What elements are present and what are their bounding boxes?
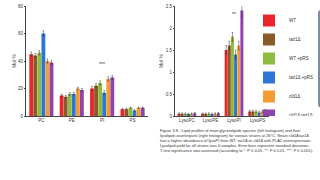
svg-text:taz1Δ: taz1Δ bbox=[289, 37, 301, 42]
svg-text:40: 40 bbox=[18, 59, 24, 64]
svg-text:LysoPE: LysoPE bbox=[203, 118, 218, 123]
svg-text:2.5: 2.5 bbox=[166, 4, 173, 9]
svg-text:Mol %: Mol % bbox=[11, 54, 17, 68]
svg-text:taz1Δ +pRS: taz1Δ +pRS bbox=[289, 75, 313, 80]
svg-text:0.5: 0.5 bbox=[166, 92, 173, 97]
svg-text:LysoPI: LysoPI bbox=[227, 118, 241, 123]
svg-text:LysoPC: LysoPC bbox=[179, 118, 195, 123]
svg-text:PI: PI bbox=[100, 118, 104, 123]
svg-text:PS: PS bbox=[130, 118, 136, 123]
svg-text:60: 60 bbox=[18, 31, 24, 36]
svg-text:0: 0 bbox=[169, 114, 172, 119]
svg-text:WT: WT bbox=[289, 18, 296, 23]
svg-text:Mol %: Mol % bbox=[158, 54, 164, 68]
html-text:Figure 3.8 - Lipid profiles of: Figure 3.8 - Lipid profiles of main glyc… bbox=[160, 128, 312, 148]
svg-text:WT +pRS: WT +pRS bbox=[289, 56, 309, 61]
svg-text:cld1Δ: cld1Δ bbox=[289, 94, 300, 99]
svg-text:1: 1 bbox=[169, 70, 172, 75]
svg-text:**: ** bbox=[232, 11, 236, 17]
svg-text:PE: PE bbox=[69, 118, 75, 123]
svg-text:LysoPS: LysoPS bbox=[250, 118, 265, 123]
svg-text:20: 20 bbox=[18, 86, 24, 91]
svg-text:1.5: 1.5 bbox=[166, 48, 173, 53]
svg-text:***: *** bbox=[99, 61, 105, 67]
svg-text:2: 2 bbox=[169, 26, 172, 31]
html-text:T-test significance was assess: T-test significance was assessed (accord… bbox=[160, 148, 314, 153]
svg-text:cld1Δ taz1Δ: cld1Δ taz1Δ bbox=[289, 113, 313, 116]
svg-text:PC: PC bbox=[38, 118, 45, 123]
svg-text:80: 80 bbox=[18, 4, 24, 9]
svg-text:0: 0 bbox=[20, 114, 23, 119]
